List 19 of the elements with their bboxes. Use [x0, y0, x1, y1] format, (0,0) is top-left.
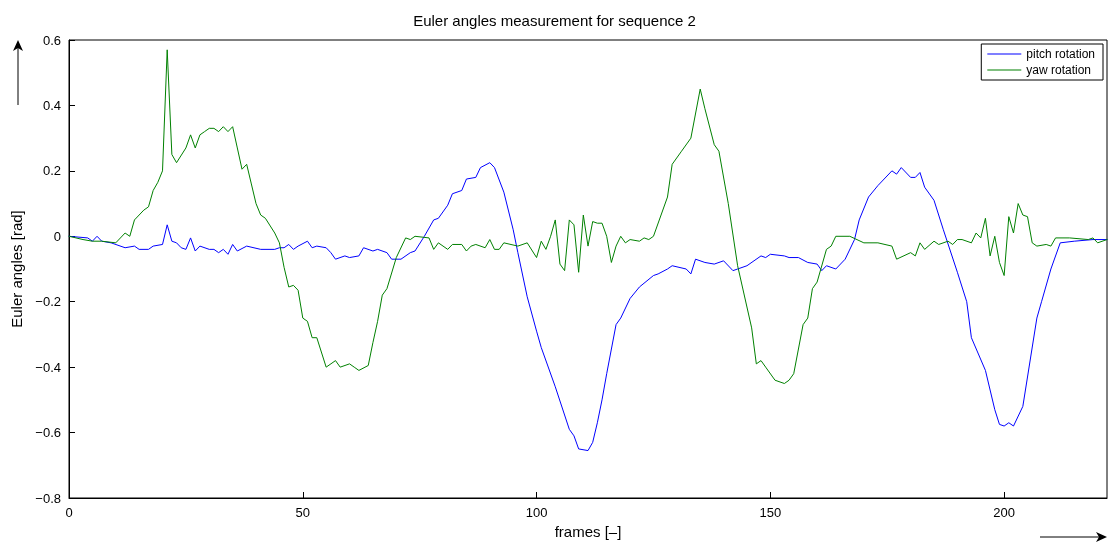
- y-tick-label: −0.6: [35, 425, 61, 441]
- x-tick-label: 200: [993, 505, 1015, 520]
- line-series: [68, 49, 1108, 384]
- y-tick-label: 0: [53, 228, 61, 244]
- x-tick-label: 0: [65, 505, 73, 520]
- legend-label: pitch rotation: [1026, 47, 1096, 61]
- y-tick-label: −0.2: [35, 294, 61, 310]
- y-tick-label: 0.2: [42, 163, 61, 179]
- x-tick-label: 50: [295, 505, 311, 520]
- y-tick-label: −0.8: [35, 490, 61, 506]
- x-axis-title: frames [–]: [554, 522, 622, 540]
- y-tick-label: 0.4: [42, 97, 61, 113]
- y-axis-title: Euler angles [rad]: [8, 210, 26, 328]
- y-tick-label: −0.4: [35, 359, 61, 375]
- x-tick-label: 100: [525, 505, 548, 520]
- legend-label: yaw rotation: [1026, 63, 1091, 77]
- x-tick-label: 150: [759, 505, 782, 520]
- y-tick-label: 0.6: [42, 32, 61, 48]
- chart-title: Euler angles measurement for sequence 2: [413, 12, 696, 29]
